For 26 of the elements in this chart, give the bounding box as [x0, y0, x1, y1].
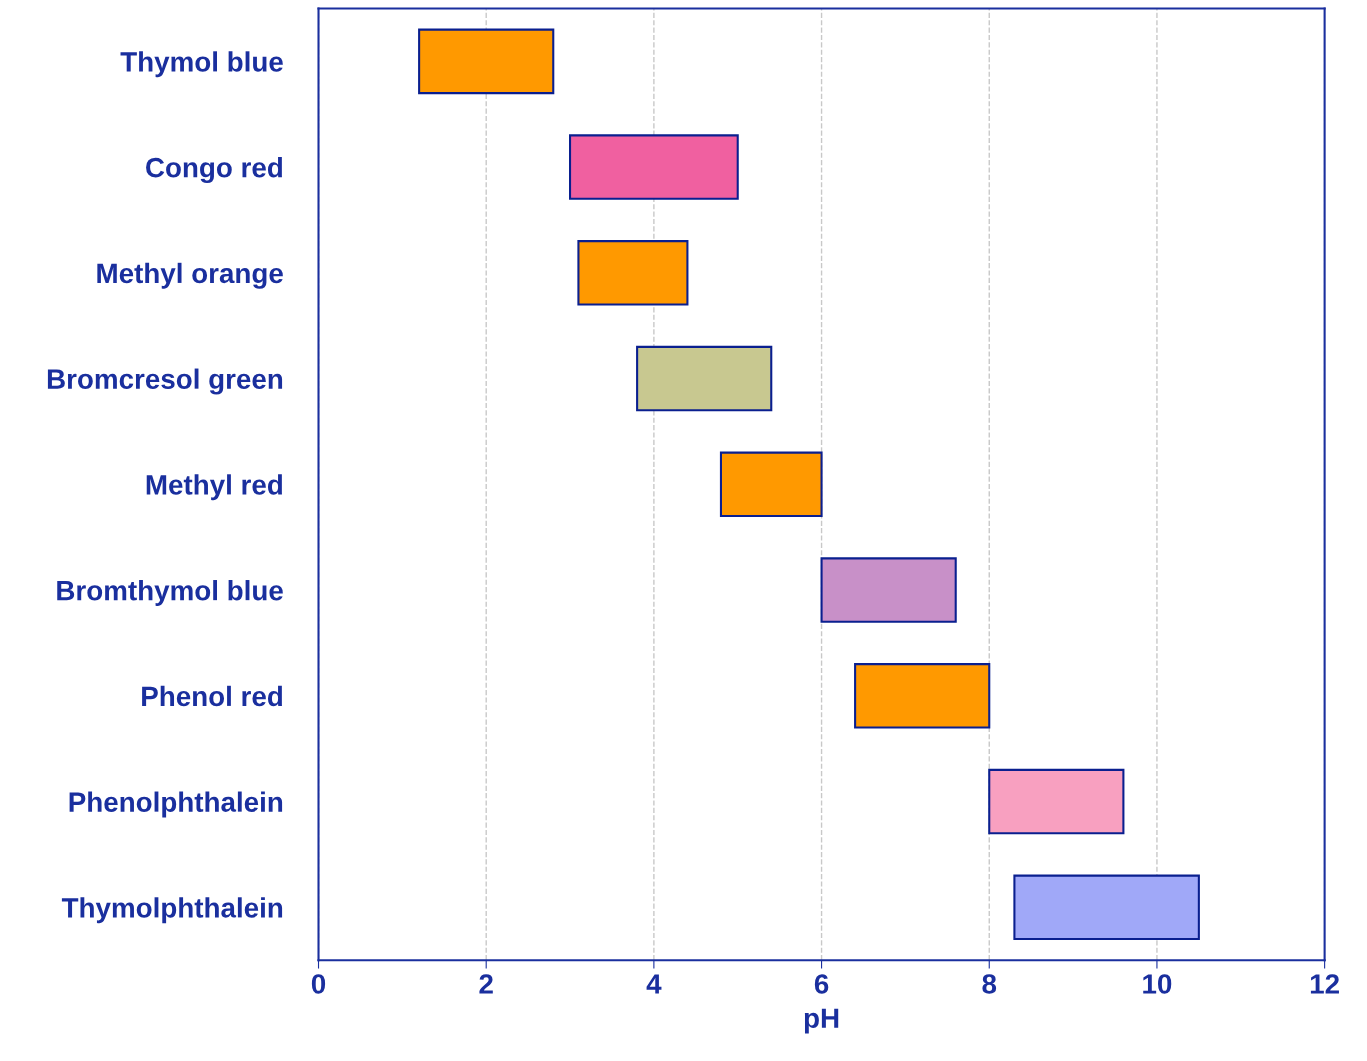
x-tick-label: 8: [982, 974, 997, 994]
bar: [1013, 874, 1200, 941]
bar: [854, 663, 991, 729]
y-tick-label: Bromcresol green: [47, 368, 283, 395]
bar: [577, 240, 689, 306]
y-tick-label: Phenol red: [142, 685, 282, 707]
bar: [988, 768, 1125, 835]
x-tick-label: 2: [479, 974, 493, 994]
y-tick-label: Thymolphthalein: [61, 897, 283, 924]
y-tick-label: Phenolphthalein: [69, 791, 283, 818]
bar: [418, 28, 555, 95]
y-tick-label: Methyl orange: [97, 262, 283, 289]
x-axis-title: pH: [804, 1008, 839, 1034]
x-tick-label: 4: [646, 974, 662, 994]
bar: [636, 345, 773, 412]
y-tick-label: Bromthymol blue: [57, 580, 283, 606]
x-tick-label: 10: [1143, 974, 1172, 994]
x-tick-label: 6: [814, 974, 829, 994]
bar: [719, 451, 823, 518]
y-tick-label: Methyl red: [146, 474, 282, 501]
y-tick-label: Congo red: [146, 157, 282, 184]
x-tick-label: 12: [1310, 974, 1339, 994]
bar: [569, 134, 739, 200]
x-tick-label: 0: [311, 974, 326, 994]
bar: [820, 557, 957, 623]
y-tick-label: Thymol blue: [120, 51, 283, 78]
